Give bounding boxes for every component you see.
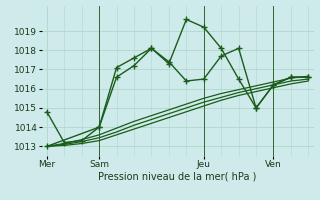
X-axis label: Pression niveau de la mer( hPa ): Pression niveau de la mer( hPa ) [99, 172, 257, 182]
